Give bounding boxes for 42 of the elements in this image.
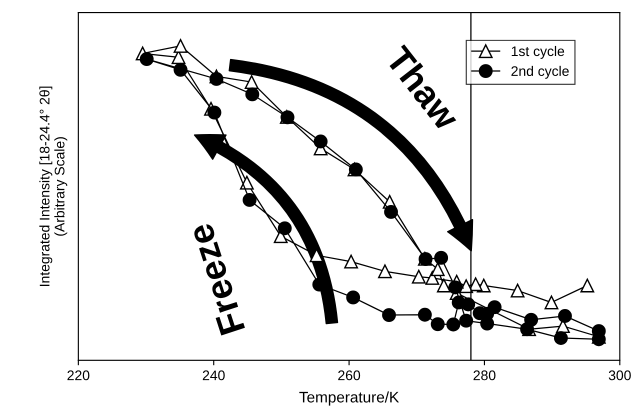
point xyxy=(384,204,398,219)
point xyxy=(344,254,358,269)
point xyxy=(240,176,254,190)
point xyxy=(558,309,572,323)
point xyxy=(554,331,568,345)
x-axis-title: Temperature/K xyxy=(299,391,400,406)
point xyxy=(278,221,292,236)
legend-label: 2nd cycle xyxy=(511,66,569,79)
legend-label: 1st cycle xyxy=(512,46,564,59)
x-tick-label: 300 xyxy=(608,370,631,380)
point xyxy=(378,264,392,278)
point xyxy=(434,250,448,265)
annotation: Freeze xyxy=(187,222,246,336)
point xyxy=(480,316,494,330)
point xyxy=(382,308,396,322)
point xyxy=(510,284,525,298)
point xyxy=(174,38,188,53)
point xyxy=(430,262,445,276)
point xyxy=(314,134,328,148)
point xyxy=(346,290,360,304)
x-tick-label: 240 xyxy=(202,370,225,380)
point xyxy=(140,52,154,66)
point xyxy=(207,106,222,120)
point xyxy=(209,72,224,86)
point xyxy=(242,193,257,207)
x-tick-label: 220 xyxy=(67,370,90,380)
point xyxy=(174,62,188,77)
y-axis-title: Integrated Intensity [18-24.4° 2θ] (Arbitrary Scale) xyxy=(39,86,68,286)
point xyxy=(418,308,432,322)
point xyxy=(448,280,462,294)
point xyxy=(244,75,259,90)
x-tick-label: 260 xyxy=(338,370,360,380)
point xyxy=(436,278,451,292)
point xyxy=(452,296,466,310)
point xyxy=(245,87,260,102)
point xyxy=(544,296,558,310)
point xyxy=(412,270,426,284)
point xyxy=(446,318,460,332)
x-tick-label: 280 xyxy=(474,370,496,380)
point xyxy=(580,278,594,292)
point xyxy=(430,317,445,332)
point xyxy=(459,314,474,328)
